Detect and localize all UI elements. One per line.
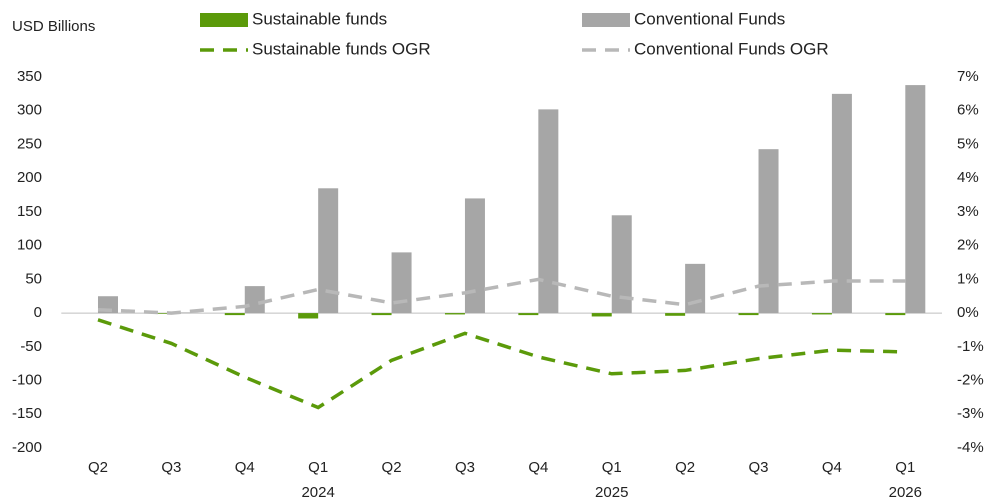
x-tick-label: Q4 [822,459,842,476]
y2-tick-label: -4% [957,439,984,456]
y-tick-label: 300 [17,102,42,119]
x-tick-label: Q1 [895,459,915,476]
y-tick-label: -50 [20,338,42,355]
bar [905,85,926,314]
y2-tick-label: 5% [957,135,979,152]
bar [611,215,632,314]
y2-tick-label: 2% [957,237,979,254]
bar [738,313,759,316]
x-tick-label: Q2 [675,459,695,476]
x-tick-label: Q4 [528,459,548,476]
x-tick-label: Q1 [308,459,328,476]
y-tick-label: -100 [12,372,42,389]
bar [244,286,265,314]
bar [371,313,392,316]
x-tick-label: Q3 [749,459,769,476]
legend-label: Sustainable funds OGR [252,39,431,58]
y2-tick-label: 6% [957,102,979,119]
x-group-label: 2025 [595,484,628,501]
y-tick-label: 50 [25,270,42,287]
x-group-label: 2024 [301,484,334,501]
x-tick-label: Q1 [602,459,622,476]
y2-tick-label: 3% [957,203,979,220]
y-tick-label: 150 [17,203,42,220]
bar [298,313,319,319]
x-tick-label: Q3 [161,459,181,476]
x-tick-label: Q4 [235,459,255,476]
x-tick-label: Q3 [455,459,475,476]
bar [758,149,779,314]
legend-swatch [582,13,630,27]
y2-tick-label: 7% [957,68,979,85]
bar [685,263,706,314]
y2-tick-label: -3% [957,405,984,422]
y-axis-label: USD Billions [12,18,95,35]
y2-tick-label: 0% [957,304,979,321]
bar [444,313,465,315]
bar [391,252,412,314]
y-tick-label: 200 [17,169,42,186]
bar [591,313,612,317]
line [97,277,906,315]
bar [518,313,539,316]
x-group-label: 2026 [889,484,922,501]
y2-tick-label: -2% [957,372,984,389]
y-tick-label: -150 [12,405,42,422]
legend-label: Conventional Funds [634,9,785,28]
legend-label: Sustainable funds [252,9,387,28]
x-tick-label: Q2 [88,459,108,476]
y2-tick-label: 4% [957,169,979,186]
bar [224,313,245,316]
y2-tick-label: 1% [957,270,979,287]
y2-tick-label: -1% [957,338,984,355]
bar [151,313,172,314]
bar [171,312,192,314]
bar [831,93,852,314]
y-tick-label: 250 [17,135,42,152]
bar [464,198,485,314]
x-tick-label: Q2 [382,459,402,476]
bar [885,313,906,316]
bar [318,188,339,314]
y-tick-label: 350 [17,68,42,85]
legend-label: Conventional Funds OGR [634,39,829,58]
y-tick-label: 0 [34,304,42,321]
line [97,318,906,410]
y-tick-label: 100 [17,237,42,254]
bar [665,313,686,316]
bar [811,313,832,315]
bar [538,109,559,314]
legend-swatch [200,13,248,27]
y-tick-label: -200 [12,439,42,456]
